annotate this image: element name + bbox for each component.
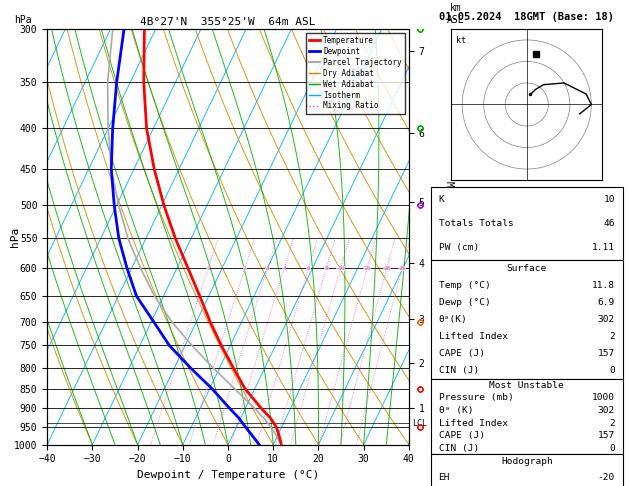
Text: 10: 10 xyxy=(337,266,344,271)
Text: 8: 8 xyxy=(325,266,328,271)
Text: K: K xyxy=(438,195,444,204)
Text: 302: 302 xyxy=(598,315,615,324)
Bar xyxy=(431,379,623,454)
Text: Dewp (°C): Dewp (°C) xyxy=(438,298,490,307)
Bar xyxy=(431,260,623,379)
Text: 01.05.2024  18GMT (Base: 18): 01.05.2024 18GMT (Base: 18) xyxy=(439,12,615,22)
Text: 2: 2 xyxy=(610,332,615,341)
Y-axis label: Mixing Ratio (g/kg): Mixing Ratio (g/kg) xyxy=(444,181,454,293)
Text: PW (cm): PW (cm) xyxy=(438,243,479,252)
Text: EH: EH xyxy=(438,472,450,482)
Text: 2: 2 xyxy=(610,418,615,428)
Text: LCL: LCL xyxy=(413,419,428,428)
Text: 157: 157 xyxy=(598,349,615,358)
Text: CIN (J): CIN (J) xyxy=(438,444,479,452)
Text: θᵊ(K): θᵊ(K) xyxy=(438,315,467,324)
Text: 2: 2 xyxy=(243,266,247,271)
Text: 20: 20 xyxy=(383,266,391,271)
Text: 6: 6 xyxy=(306,266,310,271)
Title: 4B°27'N  355°25'W  64m ASL: 4B°27'N 355°25'W 64m ASL xyxy=(140,17,316,27)
Text: -20: -20 xyxy=(598,472,615,482)
Text: 10: 10 xyxy=(604,195,615,204)
Text: 0: 0 xyxy=(610,366,615,375)
Legend: Temperature, Dewpoint, Parcel Trajectory, Dry Adiabat, Wet Adiabat, Isotherm, Mi: Temperature, Dewpoint, Parcel Trajectory… xyxy=(306,33,405,114)
Text: Totals Totals: Totals Totals xyxy=(438,219,513,228)
Bar xyxy=(431,187,623,260)
Text: 1: 1 xyxy=(206,266,210,271)
Text: Lifted Index: Lifted Index xyxy=(438,332,508,341)
Text: Lifted Index: Lifted Index xyxy=(438,418,508,428)
Text: 0: 0 xyxy=(610,444,615,452)
Text: 15: 15 xyxy=(364,266,371,271)
Text: CIN (J): CIN (J) xyxy=(438,366,479,375)
Text: CAPE (J): CAPE (J) xyxy=(438,349,484,358)
Text: hPa: hPa xyxy=(14,15,32,25)
Text: Hodograph: Hodograph xyxy=(501,457,553,467)
Text: 157: 157 xyxy=(598,431,615,440)
Text: 46: 46 xyxy=(604,219,615,228)
Text: Most Unstable: Most Unstable xyxy=(489,381,564,390)
Text: 1.11: 1.11 xyxy=(592,243,615,252)
Text: km
ASL: km ASL xyxy=(447,3,465,25)
Text: hPa: hPa xyxy=(9,227,19,247)
Text: Pressure (mb): Pressure (mb) xyxy=(438,393,513,402)
X-axis label: Dewpoint / Temperature (°C): Dewpoint / Temperature (°C) xyxy=(137,470,319,480)
Text: CAPE (J): CAPE (J) xyxy=(438,431,484,440)
Text: 6.9: 6.9 xyxy=(598,298,615,307)
Text: kt: kt xyxy=(456,35,465,45)
Text: θᵊ (K): θᵊ (K) xyxy=(438,406,473,415)
Bar xyxy=(431,454,623,486)
Text: 4: 4 xyxy=(282,266,286,271)
Text: Surface: Surface xyxy=(507,264,547,273)
Text: Temp (°C): Temp (°C) xyxy=(438,281,490,290)
Text: 1000: 1000 xyxy=(592,393,615,402)
Text: 302: 302 xyxy=(598,406,615,415)
Text: 3: 3 xyxy=(265,266,269,271)
Text: 11.8: 11.8 xyxy=(592,281,615,290)
Text: 25: 25 xyxy=(399,266,406,271)
